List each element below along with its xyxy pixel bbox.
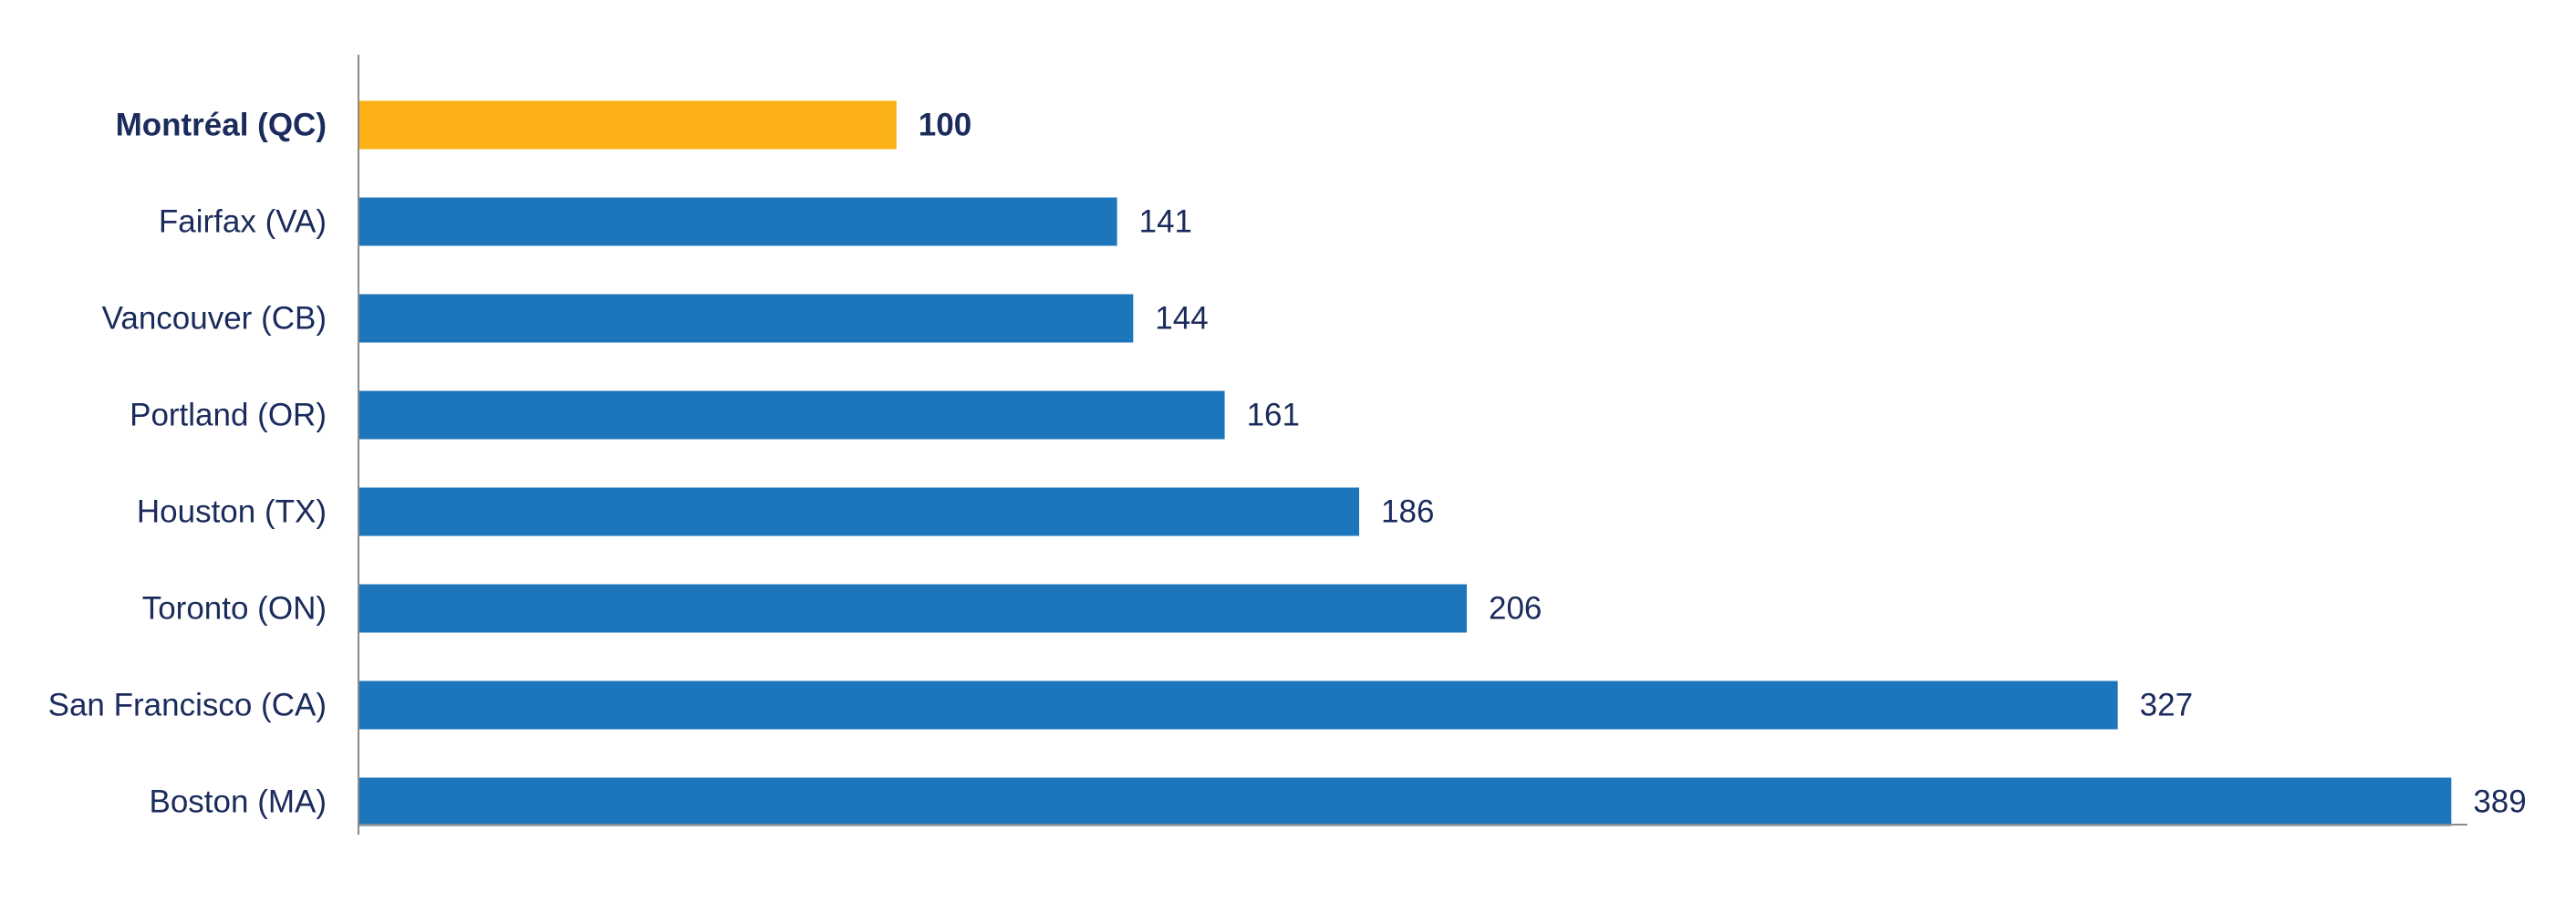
category-label-vancouver-cb: Vancouver (CB) (102, 301, 327, 337)
category-label-boston-ma: Boston (MA) (150, 784, 327, 820)
category-label-fairfax-va: Fairfax (VA) (159, 204, 327, 240)
category-label-portland-or: Portland (OR) (130, 398, 327, 433)
category-label-montr-al-qc: Montréal (QC) (116, 108, 327, 143)
category-label-toronto-on: Toronto (ON) (142, 591, 327, 627)
value-label-houston-tx: 186 (1381, 494, 1434, 530)
category-labels-group: Montréal (QC) Fairfax (VA) Vancouver (CB) P… (48, 108, 327, 820)
value-label-san-francisco-ca: 327 (2140, 688, 2193, 723)
value-label-toronto-on: 206 (1489, 591, 1542, 627)
value-label-boston-ma: 389 (2473, 784, 2526, 820)
bar-san-francisco-ca (358, 680, 2118, 730)
value-label-portland-or: 161 (1247, 398, 1300, 433)
bars-group (358, 100, 2452, 826)
bar-boston-ma (358, 777, 2452, 826)
category-label-san-francisco-ca: San Francisco (CA) (48, 688, 327, 723)
category-label-houston-tx: Houston (TX) (137, 494, 327, 530)
value-label-montr-al-qc: 100 (919, 108, 971, 143)
bar-montr-al-qc (358, 100, 897, 150)
value-label-vancouver-cb: 144 (1155, 301, 1208, 337)
bar-houston-tx (358, 487, 1360, 536)
bar-portland-or (358, 390, 1225, 440)
bar-toronto-on (358, 584, 1467, 633)
value-label-fairfax-va: 141 (1139, 204, 1192, 240)
bar-fairfax-va (358, 197, 1117, 246)
value-labels-group: 100 141 144 161 186 206 327 389 (919, 108, 2527, 820)
bar-vancouver-cb (358, 294, 1134, 343)
